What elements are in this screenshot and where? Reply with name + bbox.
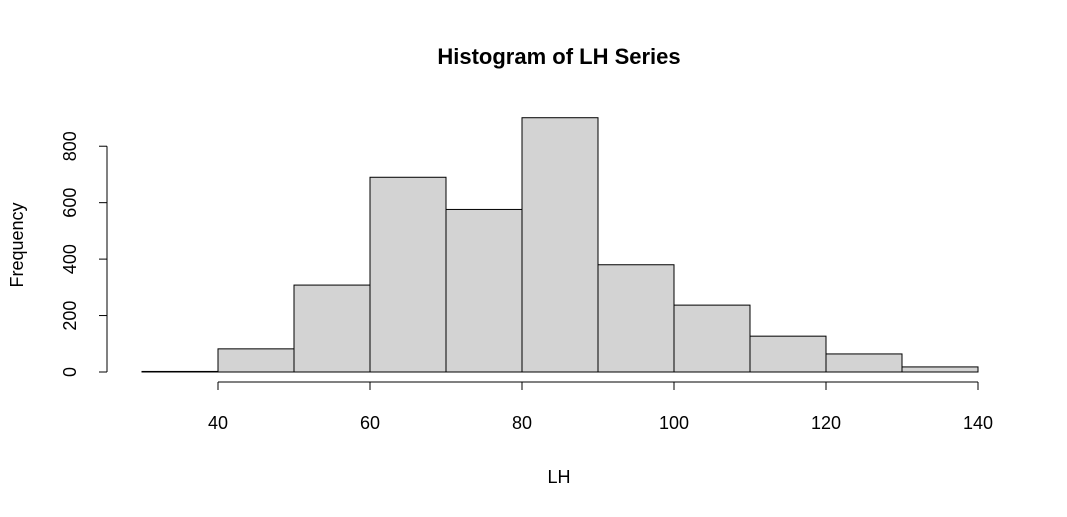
y-tick-label-0: 0 xyxy=(60,367,80,377)
y-tick-label-800: 800 xyxy=(60,131,80,161)
histogram-bar-100-110 xyxy=(673,304,751,373)
y-tick-label-600: 600 xyxy=(60,188,80,218)
x-tick-label-140: 140 xyxy=(963,413,993,433)
y-tick-label-200: 200 xyxy=(60,301,80,331)
x-tick-label-40: 40 xyxy=(208,413,228,433)
x-tick-label-60: 60 xyxy=(360,413,380,433)
x-tick-label-80: 80 xyxy=(512,413,532,433)
histogram-bar-110-120 xyxy=(749,335,827,373)
histogram-bar-90-100 xyxy=(597,264,675,373)
bars-group xyxy=(141,117,979,373)
histogram-bar-50-60 xyxy=(293,284,371,373)
histogram-bar-60-70 xyxy=(369,176,447,373)
histogram-bar-70-80 xyxy=(445,208,523,373)
x-axis: 40 60 80 100 120 140 xyxy=(208,381,993,433)
histogram-bar-40-50 xyxy=(217,348,295,373)
histogram-bar-130-140 xyxy=(901,366,979,373)
x-tick-label-100: 100 xyxy=(659,413,689,433)
x-tick-label-120: 120 xyxy=(811,413,841,433)
histogram-bar-120-130 xyxy=(825,353,903,373)
y-axis-label: Frequency xyxy=(7,202,27,287)
x-axis-label: LH xyxy=(547,467,570,487)
y-tick-label-400: 400 xyxy=(60,244,80,274)
y-axis: 0 200 400 600 800 xyxy=(60,131,108,377)
histogram-bar-80-90 xyxy=(521,117,599,373)
histogram-bar-30-40 xyxy=(141,370,219,373)
chart-title: Histogram of LH Series xyxy=(437,44,680,69)
